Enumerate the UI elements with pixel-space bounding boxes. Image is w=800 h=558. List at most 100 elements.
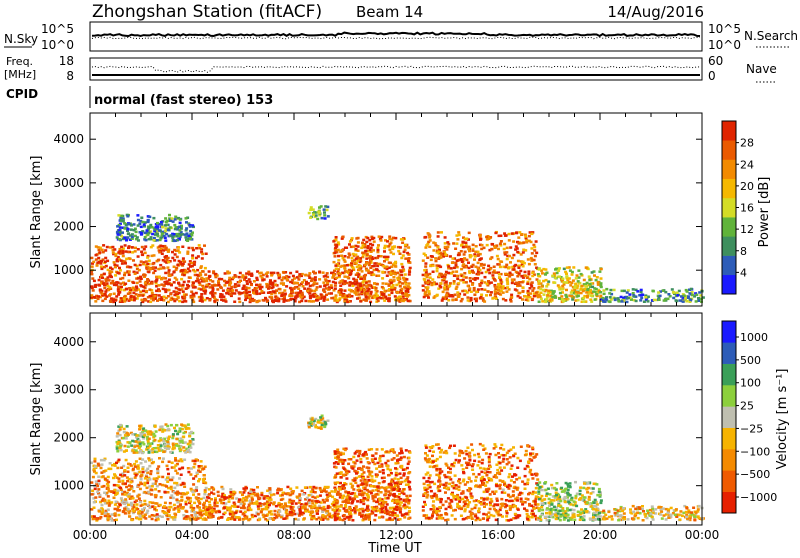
power-cell [355, 279, 358, 282]
power-cell [104, 290, 107, 293]
power-cell [457, 254, 460, 257]
velocity-cell [220, 495, 223, 498]
power-cell [149, 295, 152, 298]
power-cell [323, 291, 326, 294]
velocity-cell [336, 493, 339, 496]
power-cell [505, 251, 508, 254]
power-cell [294, 295, 297, 298]
velocity-cell [388, 486, 391, 489]
velocity-cell [360, 461, 363, 464]
velocity-cell [409, 451, 412, 454]
power-cell [388, 249, 391, 252]
power-cell [381, 277, 384, 280]
velocity-cell [248, 507, 251, 510]
velocity-cell [403, 472, 406, 475]
power-cell [524, 275, 527, 278]
power-cell [340, 280, 343, 283]
velocity-cell [290, 511, 293, 514]
velocity-cell [295, 502, 298, 505]
power-cell [223, 280, 226, 283]
power-cell [266, 285, 269, 288]
velocity-cell [409, 488, 412, 491]
velocity-cell [311, 502, 314, 505]
power-cell [400, 257, 403, 260]
power-cell [444, 253, 447, 256]
velocity-cell [379, 455, 382, 458]
velocity-cell [396, 454, 399, 457]
velocity-cell [352, 497, 355, 500]
power-cell [149, 301, 152, 304]
power-cell [636, 290, 639, 293]
power-cell [524, 295, 527, 298]
power-cell [337, 255, 340, 257]
power-cell [117, 214, 120, 217]
velocity-cell [206, 496, 209, 499]
power-cell [173, 270, 176, 273]
velocity-cell [349, 511, 352, 514]
power-cell [398, 281, 401, 284]
velocity-cell [329, 495, 332, 498]
power-cell [119, 282, 122, 285]
velocity-cell [124, 482, 127, 485]
velocity-cell [260, 511, 263, 514]
power-cell [133, 229, 136, 232]
power-cell [462, 246, 465, 249]
velocity-cell [190, 504, 193, 507]
power-cell [259, 288, 262, 291]
power-cell [640, 297, 643, 300]
cpid-mode-text: normal (fast stereo) 153 [94, 93, 273, 108]
power-cell [468, 246, 471, 249]
velocity-cell [140, 504, 143, 507]
power-cell [356, 297, 359, 300]
velocity-cell [164, 502, 167, 505]
power-cell [386, 240, 389, 243]
power-cell [346, 264, 349, 267]
power-cell [454, 262, 457, 265]
power-cell [626, 291, 629, 294]
velocity-cell [291, 508, 294, 511]
velocity-cell [274, 513, 277, 516]
velocity-cell [326, 496, 329, 499]
power-cell [466, 296, 469, 299]
velocity-cell [166, 518, 169, 521]
power-cell [249, 299, 252, 302]
power-cell [238, 301, 241, 304]
velocity-cell [118, 480, 121, 483]
power-cell [444, 284, 447, 287]
power-cell [139, 280, 142, 283]
velocity-cell [325, 490, 328, 493]
velocity-cell [126, 480, 129, 483]
plot-title: Zhongshan Station (fitACF) [92, 2, 322, 22]
velocity-cell [339, 453, 342, 456]
power-cell [99, 262, 102, 265]
velocity-cell [141, 468, 144, 471]
power-cell [424, 262, 427, 265]
velocity-cell [390, 448, 393, 451]
power-cell [287, 299, 290, 302]
power-cell [346, 271, 349, 274]
power-cell [143, 273, 146, 276]
power-cell [183, 300, 186, 303]
power-cell [635, 300, 638, 303]
nave-label: Nave [746, 62, 777, 76]
power-cell [266, 275, 269, 278]
power-cell [511, 232, 514, 235]
power-cell [164, 272, 167, 275]
power-cell [190, 234, 193, 237]
velocity-cell [289, 488, 292, 491]
power-cell [514, 288, 517, 291]
velocity-cell [352, 456, 355, 459]
power-cell [103, 287, 106, 290]
velocity-cell [118, 459, 121, 462]
power-cell [295, 282, 298, 285]
power-cell [258, 272, 261, 275]
velocity-cell [168, 514, 171, 517]
velocity-cell [258, 497, 261, 500]
power-cell [672, 291, 675, 294]
power-cell [502, 298, 505, 301]
nsearch-label: N.Search [744, 29, 798, 43]
power-cell [469, 280, 472, 283]
velocity-cell [136, 495, 139, 498]
power-cell [128, 270, 131, 273]
power-cell [151, 292, 154, 295]
